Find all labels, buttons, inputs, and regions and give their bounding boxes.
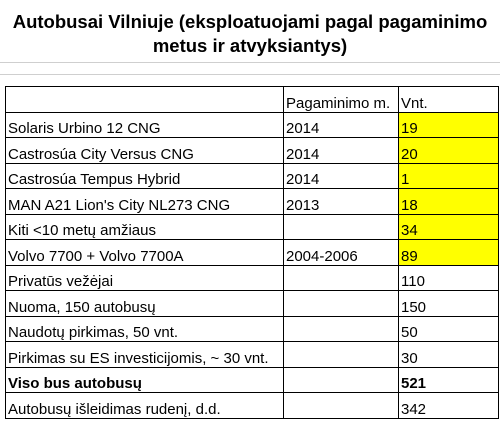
cell-bus-name[interactable]: Castrosúa City Versus CNG xyxy=(5,137,284,164)
table-row: Privatūs vežėjai 110 xyxy=(5,264,499,291)
title-line-2: metus ir atvyksiantys) xyxy=(152,35,348,56)
cell-bus-name[interactable]: Volvo 7700 + Volvo 7700A xyxy=(5,239,284,266)
cell-count[interactable]: 19 xyxy=(398,111,499,138)
cell-bus-name[interactable]: Naudotų pirkimas, 50 vnt. xyxy=(5,315,284,342)
cell-year[interactable]: 2013 xyxy=(283,188,399,215)
cell-year[interactable] xyxy=(283,392,399,419)
cell-bus-name[interactable]: MAN A21 Lion's City NL273 CNG xyxy=(5,188,284,215)
table-row: Castrosúa City Versus CNG 2014 20 xyxy=(5,137,499,164)
cell-count[interactable]: 521 xyxy=(398,366,499,393)
cell-year[interactable] xyxy=(283,366,399,393)
table-row: MAN A21 Lion's City NL273 CNG 2013 18 xyxy=(5,188,499,215)
cell-year[interactable] xyxy=(283,213,399,240)
cell-year[interactable]: 2014 xyxy=(283,111,399,138)
cell-year[interactable]: 2014 xyxy=(283,162,399,189)
table-row: Kiti <10 metų amžiaus 34 xyxy=(5,213,499,240)
cell-count[interactable]: 30 xyxy=(398,341,499,368)
cell-bus-name[interactable]: Kiti <10 metų amžiaus xyxy=(5,213,284,240)
title-line-1: Autobusai Vilniuje (eksploatuojami pagal… xyxy=(12,11,488,32)
cell-bus-name[interactable]: Autobusų išleidimas rudenį, d.d. xyxy=(5,392,284,419)
cell-count[interactable]: 50 xyxy=(398,315,499,342)
cell-year[interactable]: 2004-2006 xyxy=(283,239,399,266)
cell-count[interactable]: 1 xyxy=(398,162,499,189)
empty-row-gridline xyxy=(0,62,500,63)
cell-bus-name[interactable]: Pirkimas su ES investicijomis, ~ 30 vnt. xyxy=(5,341,284,368)
cell-count[interactable]: 20 xyxy=(398,137,499,164)
cell-bus-name[interactable]: Nuoma, 150 autobusų xyxy=(5,290,284,317)
cell-count[interactable]: 110 xyxy=(398,264,499,291)
bus-table: Pagaminimo m. Vnt. Solaris Urbino 12 CNG… xyxy=(5,86,499,419)
cell-count[interactable]: 150 xyxy=(398,290,499,317)
table-row: Nuoma, 150 autobusų 150 xyxy=(5,290,499,317)
cell-count[interactable]: 34 xyxy=(398,213,499,240)
cell-count[interactable]: 89 xyxy=(398,239,499,266)
cell-bus-name[interactable]: Viso bus autobusų xyxy=(5,366,284,393)
cell-year[interactable]: 2014 xyxy=(283,137,399,164)
cell-bus-name[interactable]: Castrosúa Tempus Hybrid xyxy=(5,162,284,189)
cell-count[interactable]: 342 xyxy=(398,392,499,419)
sheet-title: Autobusai Vilniuje (eksploatuojami pagal… xyxy=(0,10,500,58)
header-cell-year[interactable]: Pagaminimo m. xyxy=(283,86,399,113)
table-row: Pirkimas su ES investicijomis, ~ 30 vnt.… xyxy=(5,341,499,368)
cell-year[interactable] xyxy=(283,315,399,342)
cell-year[interactable] xyxy=(283,290,399,317)
header-cell-name[interactable] xyxy=(5,86,284,113)
cell-year[interactable] xyxy=(283,341,399,368)
cell-year[interactable] xyxy=(283,264,399,291)
cell-bus-name[interactable]: Solaris Urbino 12 CNG xyxy=(5,111,284,138)
table-row: Volvo 7700 + Volvo 7700A 2004-2006 89 xyxy=(5,239,499,266)
cell-count[interactable]: 18 xyxy=(398,188,499,215)
table-row: Solaris Urbino 12 CNG 2014 19 xyxy=(5,111,499,138)
cell-bus-name[interactable]: Privatūs vežėjai xyxy=(5,264,284,291)
header-row: Pagaminimo m. Vnt. xyxy=(5,86,499,113)
header-cell-count[interactable]: Vnt. xyxy=(398,86,499,113)
table-row: Castrosúa Tempus Hybrid 2014 1 xyxy=(5,162,499,189)
empty-row-gridline xyxy=(0,74,500,75)
table-row: Naudotų pirkimas, 50 vnt. 50 xyxy=(5,315,499,342)
table-row: Autobusų išleidimas rudenį, d.d. 342 xyxy=(5,392,499,419)
table-row: Viso bus autobusų 521 xyxy=(5,366,499,393)
